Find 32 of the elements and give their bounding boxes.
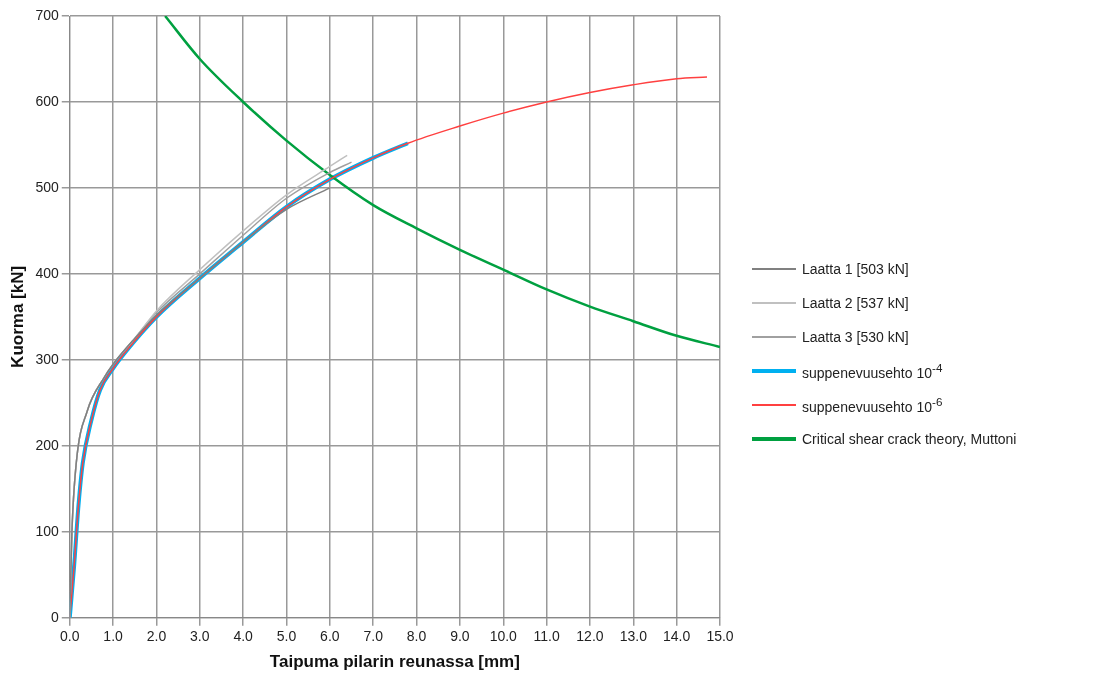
y-tick-label: 700 xyxy=(35,6,59,23)
x-tick-label: 2.0 xyxy=(146,628,167,645)
x-tick-label: 6.0 xyxy=(320,628,340,645)
y-tick-label: 100 xyxy=(35,522,59,539)
y-tick-label: 600 xyxy=(35,92,59,109)
y-tick-label: 0 xyxy=(50,608,59,625)
x-axis-title: Taipuma pilarin reunassa [mm] xyxy=(269,652,520,672)
y-tick-label: 300 xyxy=(35,350,59,367)
x-tick-label: 4.0 xyxy=(233,628,254,645)
y-tick-label: 500 xyxy=(35,178,59,195)
x-tick-label: 11.0 xyxy=(533,628,560,645)
x-tick-label: 8.0 xyxy=(406,628,427,645)
legend-label: Critical shear crack theory, Muttoni xyxy=(802,431,1017,447)
legend-label: Laatta 2 [537 kN] xyxy=(802,295,909,311)
legend-label: suppenevuusehto 10$^{-6}$ xyxy=(802,395,943,415)
y-tick-label: 400 xyxy=(35,264,59,281)
legend-label: Laatta 3 [530 kN] xyxy=(802,329,909,345)
x-tick-label: 12.0 xyxy=(576,628,604,645)
x-tick-label: 13.0 xyxy=(619,628,648,645)
x-tick-label: 7.0 xyxy=(363,628,384,645)
legend-label: Laatta 1 [503 kN] xyxy=(802,261,909,277)
x-tick-label: 15.0 xyxy=(706,628,734,645)
x-tick-label: 14.0 xyxy=(663,628,691,645)
x-tick-label: 9.0 xyxy=(450,628,470,645)
x-tick-label: 10.0 xyxy=(489,628,518,645)
x-tick-label: 5.0 xyxy=(276,628,297,645)
x-tick-label: 3.0 xyxy=(190,628,210,645)
x-tick-label: 0.0 xyxy=(60,628,80,645)
x-tick-label: 1.0 xyxy=(103,628,124,645)
y-tick-label: 200 xyxy=(35,436,59,453)
y-axis-title: Kuorma [kN] xyxy=(7,265,27,368)
legend-label: suppenevuusehto 10$^{-4}$ xyxy=(802,361,943,381)
